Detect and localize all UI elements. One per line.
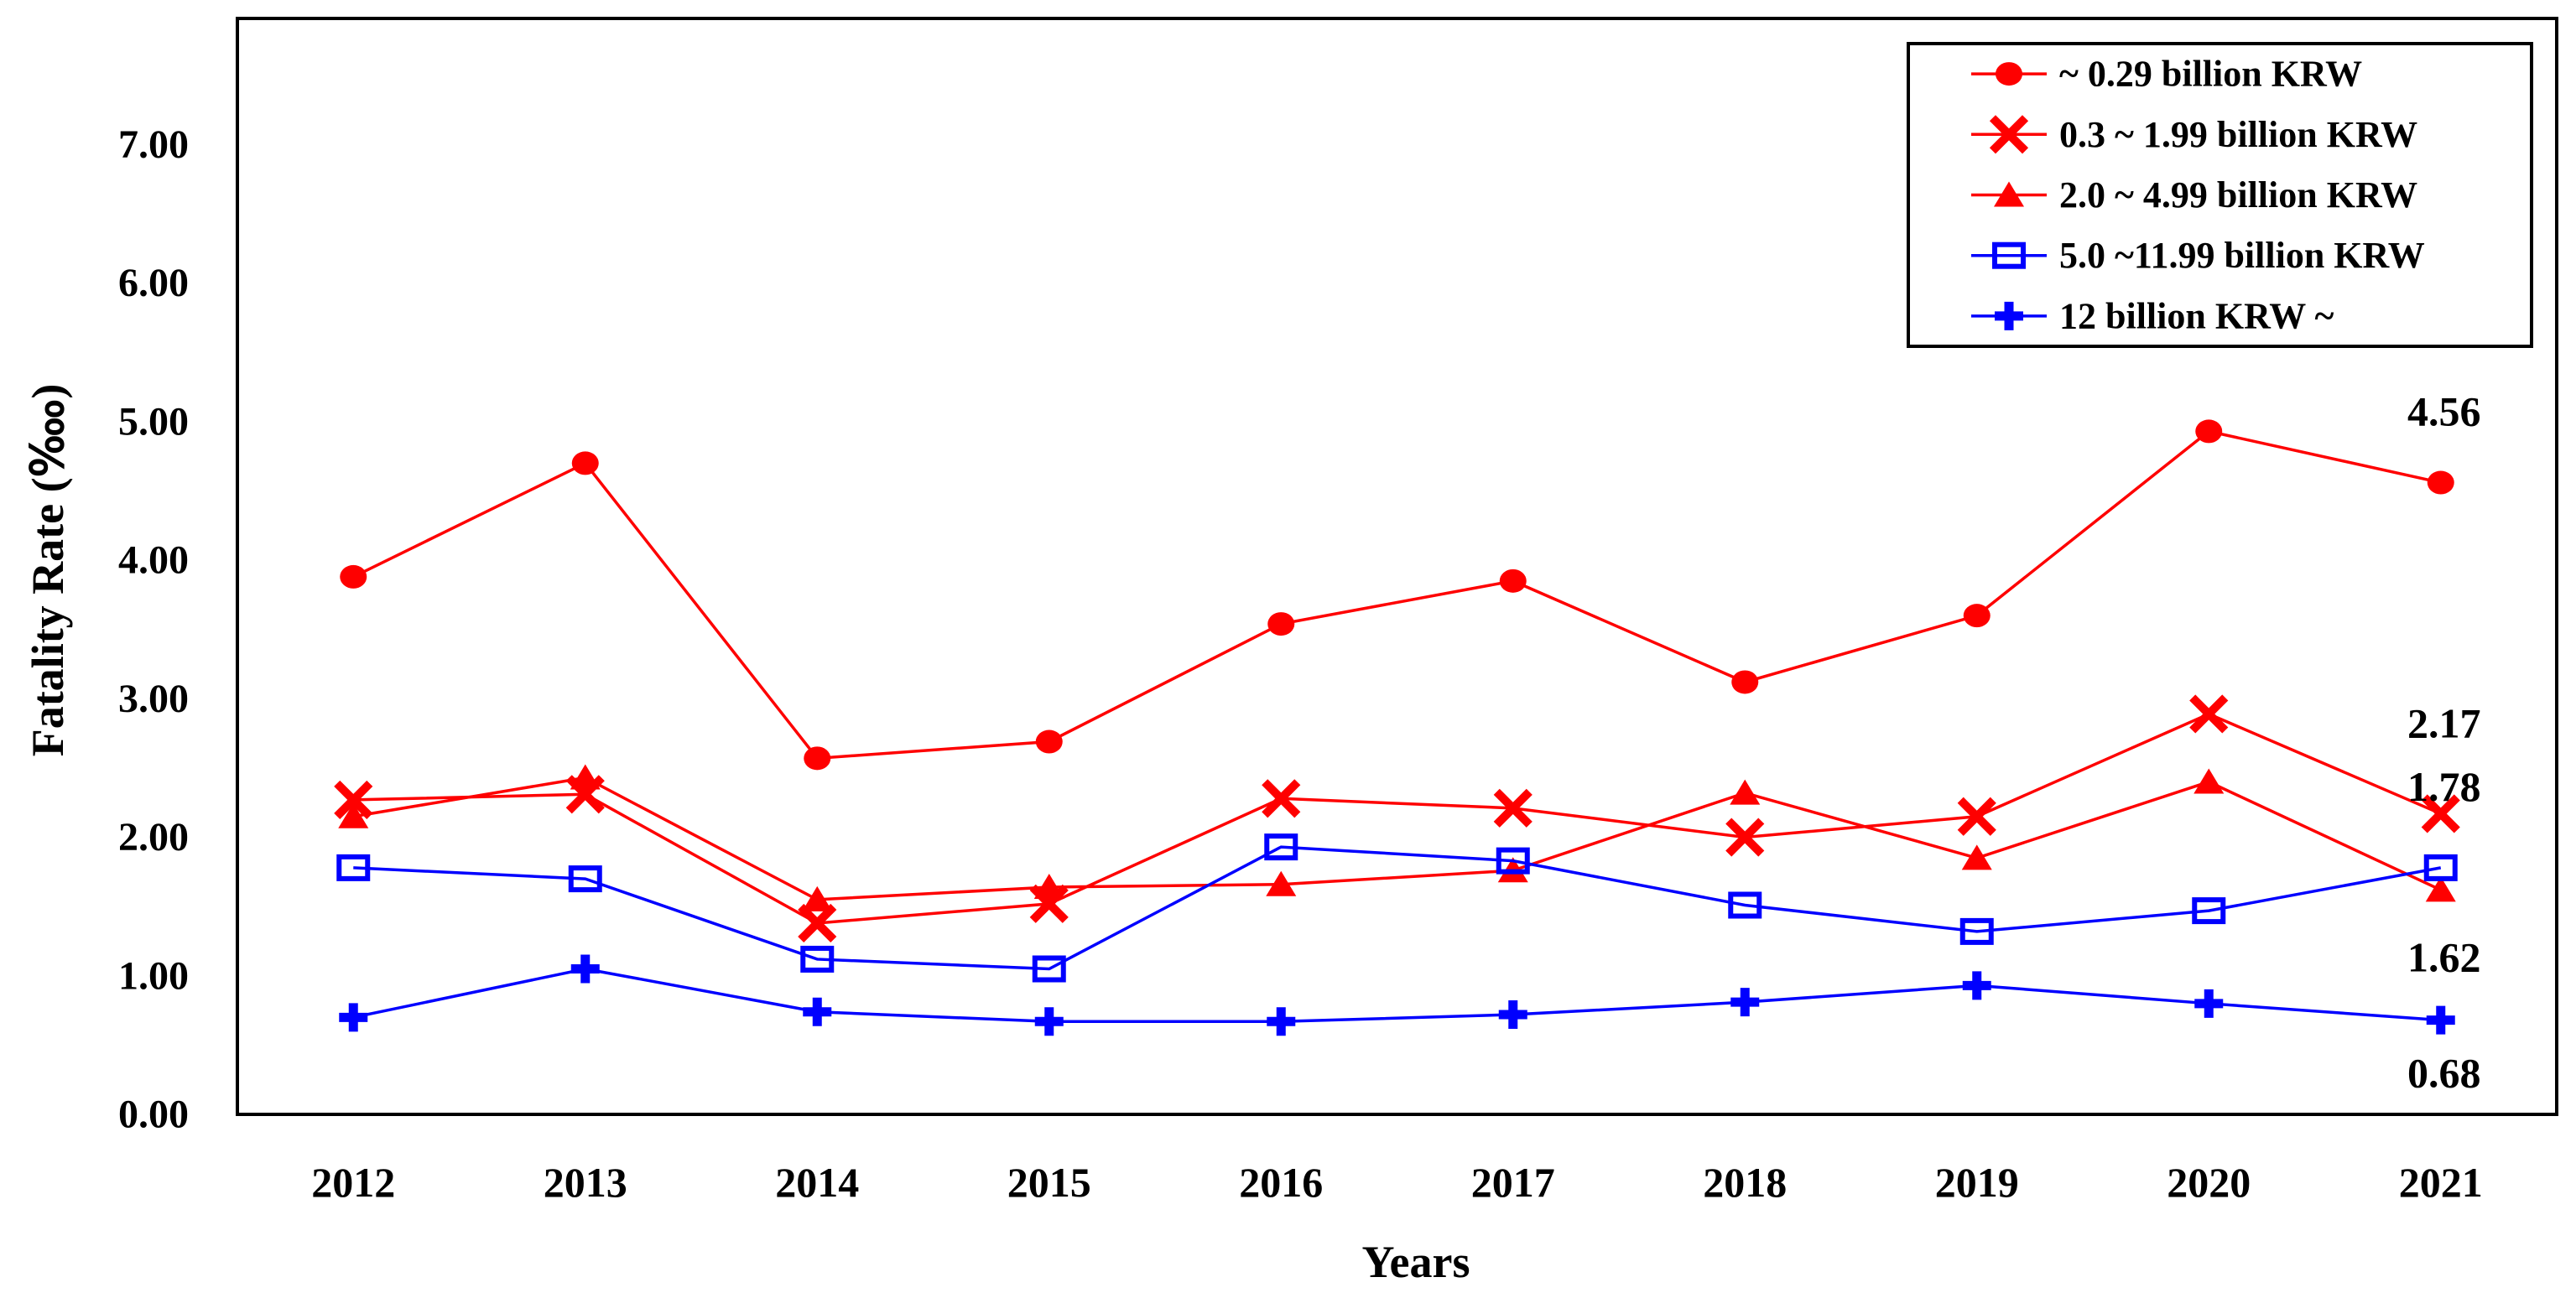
square-open-marker <box>1728 891 1762 919</box>
circle-marker <box>340 564 367 589</box>
x-marker <box>1957 797 1996 836</box>
plot-area: 4.56 2.17 1.78 1.62 0.68 <box>236 17 2558 1116</box>
circle-marker <box>804 746 831 771</box>
end-value-label: 4.56 <box>2407 388 2481 435</box>
x-marker <box>1493 788 1533 828</box>
x-tick-label: 2018 <box>1703 1159 1787 1206</box>
x-marker <box>1262 779 1301 818</box>
x-tick-label: 2016 <box>1239 1159 1323 1206</box>
legend-item: ~ 0.29 billion KRW <box>1971 54 2362 95</box>
triangle-marker <box>2194 768 2225 794</box>
series-circle <box>340 419 2454 771</box>
series-line-x <box>353 712 2442 925</box>
x-tick-label: 2017 <box>1471 1159 1555 1206</box>
series-plus <box>339 954 2455 1036</box>
square-open-marker <box>2423 854 2458 881</box>
y-tick-label: 5.00 <box>118 399 189 444</box>
square-open-marker <box>1992 241 2026 269</box>
square-open-marker <box>336 854 371 881</box>
triangle-marker <box>1961 844 1992 870</box>
legend-label: 12 billion KRW ~ <box>2059 295 2334 336</box>
legend-label: 2.0 ~ 4.99 billion KRW <box>2059 174 2417 215</box>
y-tick-label: 1.00 <box>118 953 189 998</box>
triangle-marker <box>1033 874 1064 900</box>
square-open-marker <box>800 945 835 973</box>
series-line-circle <box>352 429 2442 761</box>
circle-marker <box>2195 419 2223 444</box>
x-marker <box>334 780 373 819</box>
y-tick-label: 4.00 <box>118 538 189 583</box>
circle-marker <box>571 451 599 475</box>
x-tick-label: 2019 <box>1935 1159 2019 1206</box>
triangle-marker <box>1994 181 2024 207</box>
y-tick-label: 0.00 <box>118 1093 189 1137</box>
legend-item: 2.0 ~ 4.99 billion KRW <box>1971 174 2417 215</box>
y-tick-label: 3.00 <box>118 677 189 721</box>
series-line-triangle <box>352 776 2442 901</box>
square-open-marker <box>1496 847 1530 875</box>
x-tick-label: 2020 <box>2167 1159 2251 1206</box>
series-line-plus <box>352 967 2441 1024</box>
legend-label: 0.3 ~ 1.99 billion KRW <box>2059 114 2417 155</box>
circle-marker <box>1996 62 2022 86</box>
triangle-marker <box>1730 779 1761 805</box>
triangle-marker <box>802 885 833 911</box>
circle-marker <box>1731 670 1759 694</box>
y-tick-label: 2.00 <box>118 815 189 859</box>
axes: 0.00 1.00 2.00 3.00 4.00 5.00 6.00 7.00 2012 2013… <box>118 122 2483 1206</box>
square-open-marker <box>1264 833 1298 861</box>
legend-item: 5.0 ~11.99 billion KRW <box>1971 235 2425 276</box>
x-marker <box>798 903 837 943</box>
x-marker <box>2421 794 2460 833</box>
end-value-label: 1.62 <box>2407 933 2481 980</box>
x-axis-title: Years <box>1362 1237 1470 1287</box>
x-tick-label: 2021 <box>2399 1159 2483 1206</box>
square-open-marker <box>1959 917 1994 945</box>
triangle-marker <box>2425 876 2456 902</box>
y-axis-title: Fatality Rate (‱) <box>23 384 73 757</box>
x-tick-label: 2014 <box>775 1159 859 1206</box>
triangle-marker <box>338 802 369 828</box>
triangle-marker <box>570 764 601 790</box>
x-marker <box>1989 115 2029 154</box>
legend-item: 12 billion KRW ~ <box>1971 295 2334 336</box>
circle-marker <box>2427 470 2454 495</box>
x-marker <box>1725 818 1765 857</box>
end-value-label: 0.68 <box>2407 1050 2481 1097</box>
legend-item: 0.3 ~ 1.99 billion KRW <box>1971 114 2417 155</box>
square-open-marker <box>568 865 602 893</box>
y-tick-label: 7.00 <box>118 122 189 167</box>
series-line-square-open <box>353 845 2442 971</box>
legend-label: 5.0 ~11.99 billion KRW <box>2059 235 2425 276</box>
x-tick-label: 2012 <box>311 1159 395 1206</box>
series-x <box>334 694 2460 943</box>
end-value-label: 2.17 <box>2407 699 2481 746</box>
end-value-label: 1.78 <box>2407 763 2481 810</box>
x-tick-label: 2013 <box>544 1159 627 1206</box>
x-marker <box>2189 694 2229 734</box>
square-open-marker <box>2192 897 2226 925</box>
circle-marker <box>1267 612 1295 636</box>
series-triangle <box>338 764 2456 911</box>
square-open-marker <box>1032 955 1066 983</box>
plot-border <box>236 17 2558 1116</box>
legend-label: ~ 0.29 billion KRW <box>2059 54 2362 95</box>
triangle-marker <box>1266 870 1297 896</box>
circle-marker <box>1963 604 1991 628</box>
y-tick-label: 6.00 <box>118 261 189 305</box>
x-tick-label: 2015 <box>1007 1159 1091 1206</box>
series-square-open <box>336 833 2458 983</box>
circle-marker <box>1035 729 1063 754</box>
circle-marker <box>1499 569 1527 593</box>
legend: ~ 0.29 billion KRW 0.3 ~ 1.99 billion KRW… <box>1907 42 2533 348</box>
